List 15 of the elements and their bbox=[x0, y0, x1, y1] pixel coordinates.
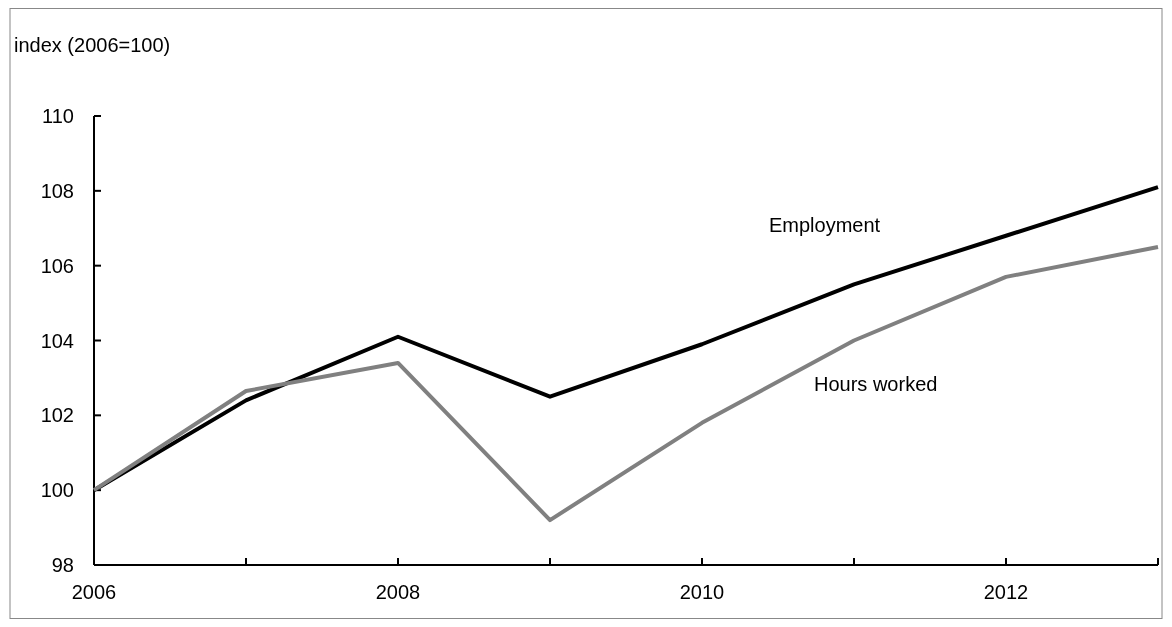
y-tick-label: 102 bbox=[40, 404, 74, 427]
y-tick-label: 106 bbox=[40, 254, 74, 277]
y-tick-label: 100 bbox=[40, 479, 74, 502]
series-label: Employment bbox=[769, 214, 881, 237]
y-tick-label: 110 bbox=[42, 105, 74, 127]
x-tick-label: 2010 bbox=[679, 581, 725, 603]
y-tick-label: 98 bbox=[51, 554, 74, 576]
series-label: Hours worked bbox=[814, 372, 938, 395]
y-tick-label: 104 bbox=[40, 329, 74, 352]
x-tick-label: 2012 bbox=[983, 581, 1029, 603]
line-series bbox=[92, 244, 1160, 523]
y-axis-title: index (2006=100) bbox=[14, 34, 171, 56]
x-tick-label: 2006 bbox=[71, 581, 117, 603]
y-tick-label: 108 bbox=[40, 179, 74, 202]
x-tick-label: 2008 bbox=[375, 581, 421, 603]
